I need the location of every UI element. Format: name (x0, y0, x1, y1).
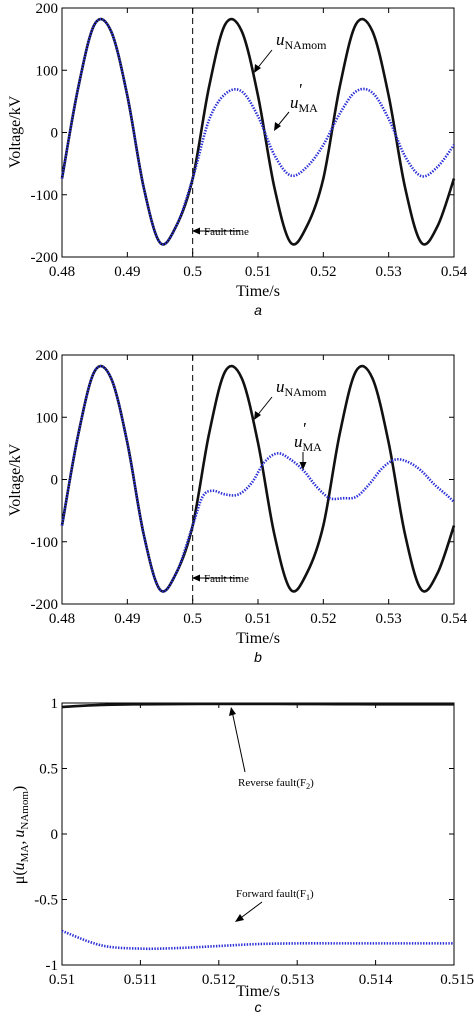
panel-c-chart: 0.51 0.511 0.512 0.513 0.514 0.515-1-0.500.51… (11, 696, 474, 1015)
panel-a-fault-text: Fault time (204, 226, 249, 238)
panel-b-ytick-label: 100 (36, 410, 59, 426)
panel-b-series-black (60, 364, 456, 593)
panel-b-uma-label: uMA (294, 432, 322, 454)
panel-a-chart: 0.48 0.49 0.5 0.51 0.52 0.53 0.54 -200 -100 0 100 2… (7, 1, 468, 318)
panel-b-ticks: 0.48 0.49 0.5 0.51 0.52 0.53 0.54 -200 -100 0 100 2… (31, 348, 468, 627)
panel-c-xlabel: Time/s (236, 983, 280, 1000)
panel-c-ytick-label: -0.5 (34, 893, 58, 909)
panel-a-unamom-label: uNAmom (276, 30, 327, 52)
panel-b-xtick-label: 0.5 (183, 611, 202, 627)
panel-b-fault-arrowhead (192, 574, 200, 582)
panel-a-xtick-label: 0.52 (310, 264, 336, 280)
panel-b-xtick-label: 0.48 (49, 611, 75, 627)
panel-a-xtick-label: 0.53 (376, 264, 402, 280)
panel-a-xtick-label: 0.48 (49, 264, 75, 280)
panel-b-xtick-label: 0.49 (114, 611, 140, 627)
panel-c-forward-label: Forward fault(F1) (236, 888, 314, 902)
panel-b-xtick-label: 0.52 (310, 611, 336, 627)
panel-c-ticks: 0.51 0.511 0.512 0.513 0.514 0.515-1-0.500.51 (34, 696, 474, 988)
panel-b-xtick-label: 0.53 (376, 611, 402, 627)
panel-c-reverse-label: Reverse fault(F2) (238, 777, 314, 791)
panel-b-ytick-label: -200 (31, 597, 59, 613)
panel-b-chart: 0.48 0.49 0.5 0.51 0.52 0.53 0.54 -200 -100 0 100 2… (7, 348, 468, 665)
panel-c-xtick-label: 0.51 (49, 972, 75, 988)
panel-a-xtick-label: 0.51 (245, 264, 271, 280)
panel-c-ylabel: μ(uMA,uNAmom) (11, 786, 31, 884)
panel-a-xtick-label: 0.54 (441, 264, 468, 280)
panel-b-ytick-label: -100 (31, 535, 59, 551)
panel-a-xtick-label: 0.49 (114, 264, 140, 280)
panel-a-ticks: 0.48 0.49 0.5 0.51 0.52 0.53 0.54 -200 -100 0 100 2… (31, 1, 468, 280)
panel-b-xtick-label: 0.51 (245, 611, 271, 627)
panel-a-ylabel: Voltage/kV (7, 95, 24, 168)
panel-a-uma-label: uMA (290, 93, 318, 115)
panel-b-uma-prime: ' (302, 419, 306, 438)
panel-a-xtick-label: 0.5 (183, 264, 202, 280)
panel-c-forward-annotation: Forward fault(F1) (235, 888, 314, 922)
panel-b-series (60, 364, 456, 593)
panel-b-xtick-label: 0.54 (441, 611, 468, 627)
panel-b-ytick-label: 200 (36, 348, 59, 364)
panel-a-unamom-annotation: uNAmom (254, 30, 327, 73)
panel-c-ytick-label: 0 (51, 827, 59, 843)
panel-a-xlabel: Time/s (236, 283, 280, 300)
panel-c-reverse-arrowhead (229, 707, 236, 716)
panel-b-letter: b (254, 649, 262, 665)
panel-b-uma-arrowhead (299, 462, 307, 470)
panel-a-ytick-label: -100 (31, 188, 59, 204)
panel-c-xtick-label: 0.513 (280, 972, 314, 988)
panel-c-series (61, 702, 454, 951)
panel-b-series-blue (60, 364, 455, 593)
panel-c-letter: c (255, 999, 262, 1015)
panel-c-series-blue (61, 929, 454, 951)
panel-a-uma-prime: ' (298, 80, 302, 99)
panel-a-fault-arrowhead (192, 227, 200, 235)
panel-b-uma-annotation: uMA ' (294, 419, 322, 470)
panel-c-ytick-label: 0.5 (39, 762, 58, 778)
panel-b-xlabel: Time/s (236, 630, 280, 647)
panel-a-series-blue (60, 17, 456, 246)
panel-c-ytick-label: 1 (51, 696, 59, 712)
panel-a-unamom-arrowhead (254, 64, 261, 73)
panel-a-ytick-label: 200 (36, 1, 59, 17)
panel-c-xtick-label: 0.515 (440, 972, 474, 988)
panel-b-ylabel: Voltage/kV (7, 443, 24, 516)
panel-a-ytick-label: -200 (31, 250, 59, 266)
panel-c-xtick-label: 0.514 (359, 972, 393, 988)
panel-c-reverse-annotation: Reverse fault(F2) (229, 707, 314, 791)
panel-a-series (60, 17, 456, 246)
panel-b-ytick-label: 0 (51, 473, 59, 489)
panel-c-xtick-label: 0.511 (124, 972, 157, 988)
panel-c-ytick-label: -1 (46, 958, 59, 974)
svg-text:μ(uMA,uNAmom): μ(uMA,uNAmom) (11, 786, 31, 884)
panel-a-ytick-label: 0 (51, 126, 59, 142)
panel-a-letter: a (254, 302, 262, 318)
panel-b-fault-text: Fault time (204, 573, 249, 585)
panel-c-forward-arrowhead (235, 914, 244, 922)
panel-a-ytick-label: 100 (36, 63, 59, 79)
panel-b-unamom-annotation: uNAmom (254, 377, 327, 420)
panel-a-series-black (60, 17, 456, 246)
panel-b-fault-annotation: Fault time (192, 573, 249, 585)
panel-c-xtick-label: 0.512 (202, 972, 236, 988)
panel-a-fault-annotation: Fault time (192, 226, 249, 238)
panel-b-unamom-arrowhead (254, 411, 261, 420)
panel-c-series-black (61, 702, 454, 709)
panel-a-uma-arrowhead (274, 122, 281, 131)
panel-c-reverse-arrow (231, 710, 246, 773)
panel-a-uma-annotation: uMA ' (274, 80, 318, 131)
panel-b-unamom-label: uNAmom (276, 377, 327, 399)
panel-c-plot-frame (61, 702, 455, 966)
